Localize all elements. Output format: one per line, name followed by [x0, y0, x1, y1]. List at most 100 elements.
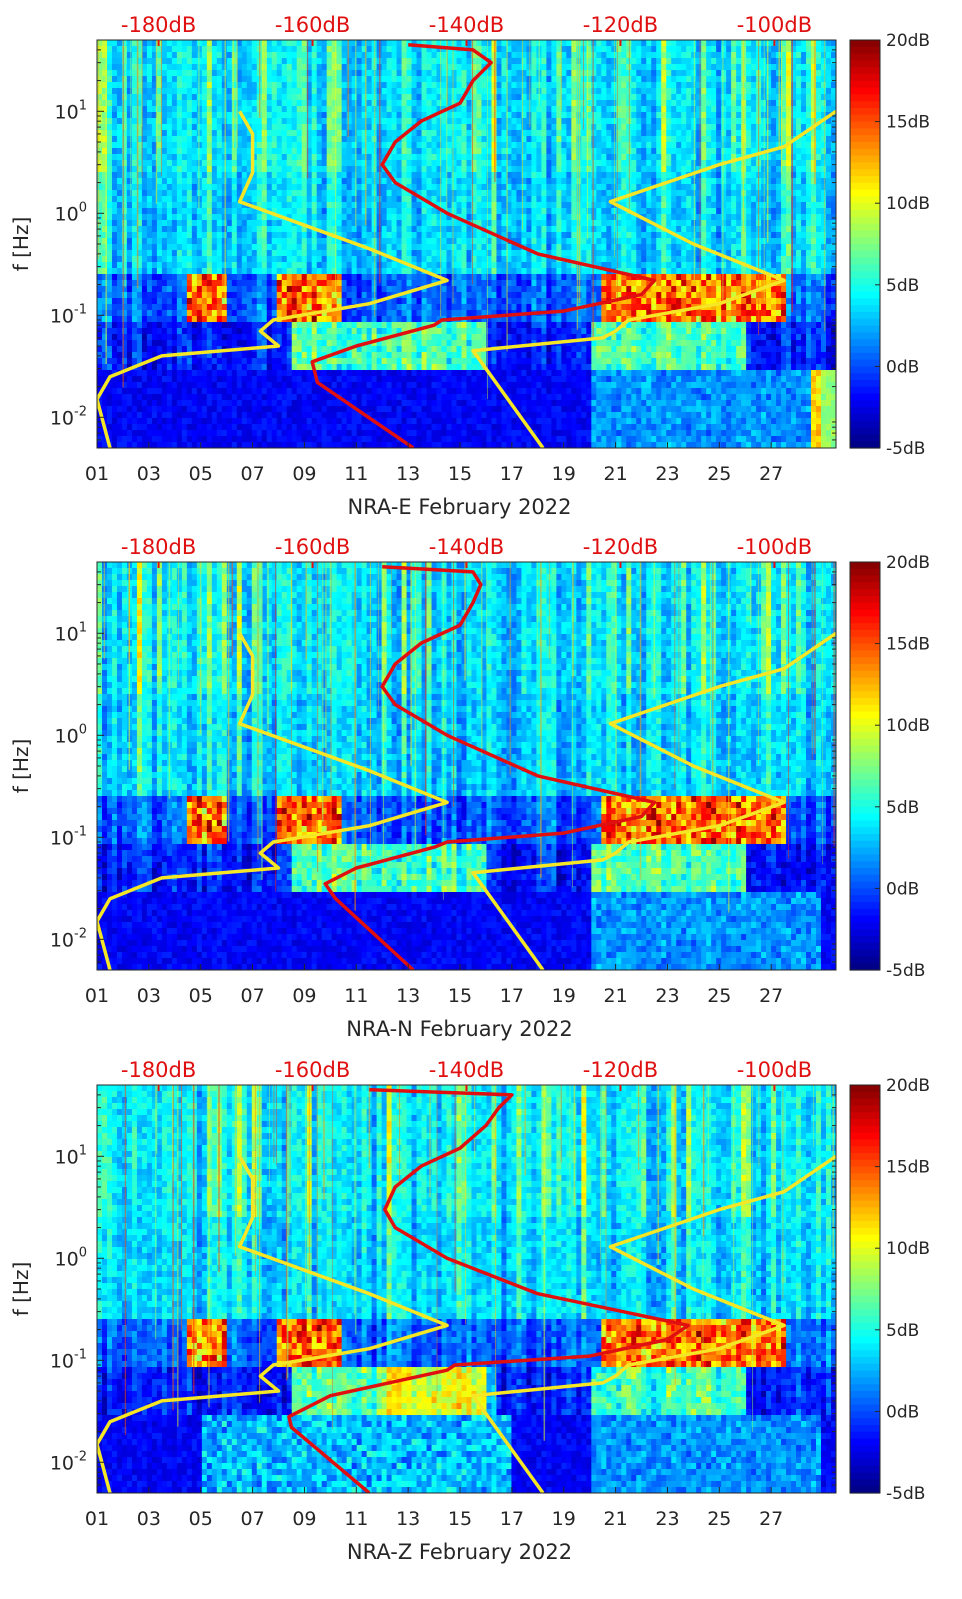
colorbar-frame [849, 1084, 881, 1494]
top-tick-label: -120dB [583, 1058, 658, 1082]
x-tick-label: 05 [189, 1508, 213, 1530]
x-tick-label: 27 [759, 1508, 783, 1530]
colorbar-tick-label: 15dB [886, 635, 930, 655]
colorbar-step [850, 840, 880, 849]
colorbar-step [850, 271, 880, 279]
colorbar-step [850, 691, 880, 699]
colorbar-step [850, 800, 880, 808]
y-tick-label: 100 [55, 1245, 87, 1270]
colorbar-step [850, 1391, 880, 1399]
colorbar-step [850, 698, 880, 706]
yellow-curve-left [97, 110, 449, 448]
colorbar-step [850, 1357, 880, 1365]
colorbar-step [850, 1125, 880, 1134]
colorbar-step [850, 813, 880, 821]
curves [97, 1087, 836, 1493]
x-tick-label: 25 [707, 985, 731, 1007]
colorbar-step [850, 1336, 880, 1344]
colorbar-step [850, 1166, 880, 1174]
colorbar-step [850, 1221, 880, 1229]
x-tick-label: 23 [655, 1508, 679, 1530]
colorbar-step [850, 155, 880, 163]
colorbar-step [850, 704, 880, 713]
colorbar-step [850, 1159, 880, 1168]
x-axis-label: NRA-Z February 2022 [347, 1540, 572, 1564]
colorbar-step [850, 1085, 880, 1093]
x-tick-label: 19 [552, 1508, 576, 1530]
colorbar-step [850, 854, 880, 862]
colorbar-step [850, 74, 880, 82]
colorbar-step [850, 1370, 880, 1378]
colorbar-tick-label: -5dB [886, 1484, 925, 1504]
x-tick-label: 27 [759, 985, 783, 1007]
y-tick-label: 101 [55, 98, 87, 123]
colorbar-step [850, 352, 880, 361]
colorbar-step [850, 1316, 880, 1324]
colorbar-step [850, 359, 880, 367]
colorbar-step [850, 602, 880, 611]
colorbar-step [850, 609, 880, 617]
x-tick-label: 21 [604, 463, 628, 485]
colorbar-step [850, 902, 880, 910]
colorbar-step [850, 915, 880, 923]
x-tick-label: 09 [292, 463, 316, 485]
x-tick-label: 03 [137, 985, 161, 1007]
colorbar-tick-label: -5dB [886, 961, 925, 981]
x-tick-label: 25 [707, 1508, 731, 1530]
colorbar-step [850, 820, 880, 828]
x-tick-label: 17 [500, 985, 524, 1007]
yellow-curve-right [471, 631, 836, 970]
colorbar-step [850, 1261, 880, 1270]
colorbar: 20dB 15dB 10dB 5dB 0dB -5dB [849, 31, 930, 459]
colorbar-step [850, 441, 880, 449]
spectrogram-svg: 01 03 05 07 09 11 13 15 17 19 21 23 25 27 NRA-E Februa… [9, 13, 930, 519]
colorbar-step [850, 264, 880, 272]
colorbar-step [850, 291, 880, 299]
colorbar-step [850, 745, 880, 753]
colorbar-step [850, 1343, 880, 1351]
colorbar-step [850, 135, 880, 143]
colorbar-step [850, 942, 880, 951]
y-tick-label: 100 [55, 722, 87, 747]
y-tick-label: 10-2 [50, 404, 87, 429]
colorbar-tick-label: 0dB [886, 1402, 919, 1422]
x-tick-label: 03 [137, 463, 161, 485]
colorbar-step [850, 643, 880, 651]
colorbar-step [850, 895, 880, 903]
colorbar-step [850, 752, 880, 760]
colorbar-tick-label: 15dB [886, 1158, 930, 1178]
colorbar-step [850, 616, 880, 624]
colorbar-step [850, 427, 880, 435]
colorbar-step [850, 1180, 880, 1188]
colorbar-step [850, 1384, 880, 1392]
x-tick-label: 07 [240, 985, 264, 1007]
colorbar-step [850, 53, 880, 61]
red-curve [310, 42, 657, 448]
colorbar-step [850, 575, 880, 583]
top-tick-label: -120dB [583, 535, 658, 559]
colorbar-step [850, 1241, 880, 1249]
x-tick-label: 19 [552, 463, 576, 485]
x-tick-label: 01 [85, 463, 109, 485]
x-tick-label: 11 [344, 985, 368, 1007]
colorbar-step [850, 1404, 880, 1412]
colorbar-step [850, 40, 880, 48]
colorbar-step [850, 339, 880, 347]
x-tick-label: 23 [655, 463, 679, 485]
top-tick-label: -140dB [429, 1058, 504, 1082]
colorbar-step [850, 664, 880, 672]
y-tick-label: 101 [55, 1143, 87, 1168]
colorbar-tick-label: 0dB [886, 357, 919, 377]
colorbar-step [850, 1187, 880, 1195]
colorbar-step [850, 1363, 880, 1372]
x-tick-label: 25 [707, 463, 731, 485]
colorbar-step [850, 677, 880, 685]
colorbar-step [850, 312, 880, 320]
top-tick-label: -100dB [737, 13, 812, 37]
colorbar-step [850, 684, 880, 692]
red-curve [287, 1087, 690, 1493]
colorbar-step [850, 650, 880, 658]
colorbar-step [850, 963, 880, 971]
colorbar-frame [849, 39, 881, 449]
yellow-curve-left [97, 632, 449, 970]
